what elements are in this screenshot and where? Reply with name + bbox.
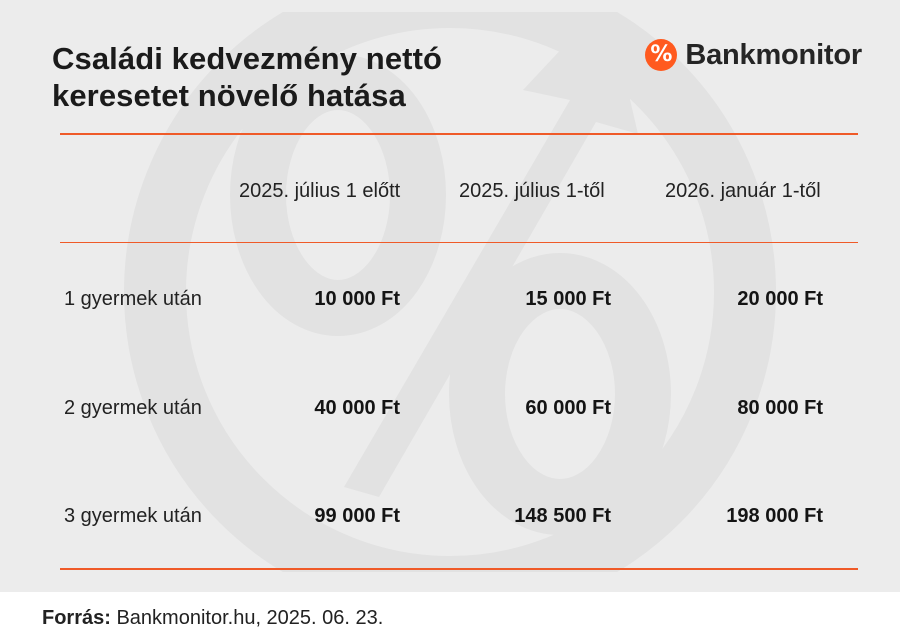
percent-badge-icon: % xyxy=(645,39,678,71)
cell-2-children-before-july-2025: 40 000 Ft xyxy=(314,397,400,419)
brand-name: Bankmonitor xyxy=(685,38,862,71)
source-label: Forrás: xyxy=(42,607,111,629)
column-header-from-july-2025: 2025. július 1-től xyxy=(459,180,605,202)
header-divider xyxy=(60,242,858,243)
source-text: Bankmonitor.hu, 2025. 06. 23. xyxy=(116,607,384,629)
bottom-divider xyxy=(60,568,858,570)
cell-2-children-from-january-2026: 80 000 Ft xyxy=(737,397,823,419)
chart-title: Családi kedvezmény nettó keresetet növel… xyxy=(52,41,443,113)
row-label-3-children: 3 gyermek után xyxy=(64,505,202,527)
row-label-2-children: 2 gyermek után xyxy=(64,397,202,419)
cell-1-child-from-january-2026: 20 000 Ft xyxy=(737,288,823,310)
column-header-before-july-2025: 2025. július 1 előtt xyxy=(239,180,401,202)
cell-3-children-before-july-2025: 99 000 Ft xyxy=(314,505,400,527)
top-divider xyxy=(60,133,858,135)
row-label-1-child: 1 gyermek után xyxy=(64,288,202,310)
infographic-card: Családi kedvezmény nettó keresetet növel… xyxy=(0,0,900,592)
cell-1-child-from-july-2025: 15 000 Ft xyxy=(525,288,611,310)
cell-1-child-before-july-2025: 10 000 Ft xyxy=(314,288,400,310)
cell-3-children-from-january-2026: 198 000 Ft xyxy=(726,505,823,527)
source-note: Forrás: Bankmonitor.hu, 2025. 06. 23. xyxy=(42,607,383,630)
brand: % Bankmonitor xyxy=(645,38,862,72)
column-header-from-january-2026: 2026. január 1-től xyxy=(665,180,821,202)
cell-2-children-from-july-2025: 60 000 Ft xyxy=(525,397,611,419)
cell-3-children-from-july-2025: 148 500 Ft xyxy=(514,505,611,527)
